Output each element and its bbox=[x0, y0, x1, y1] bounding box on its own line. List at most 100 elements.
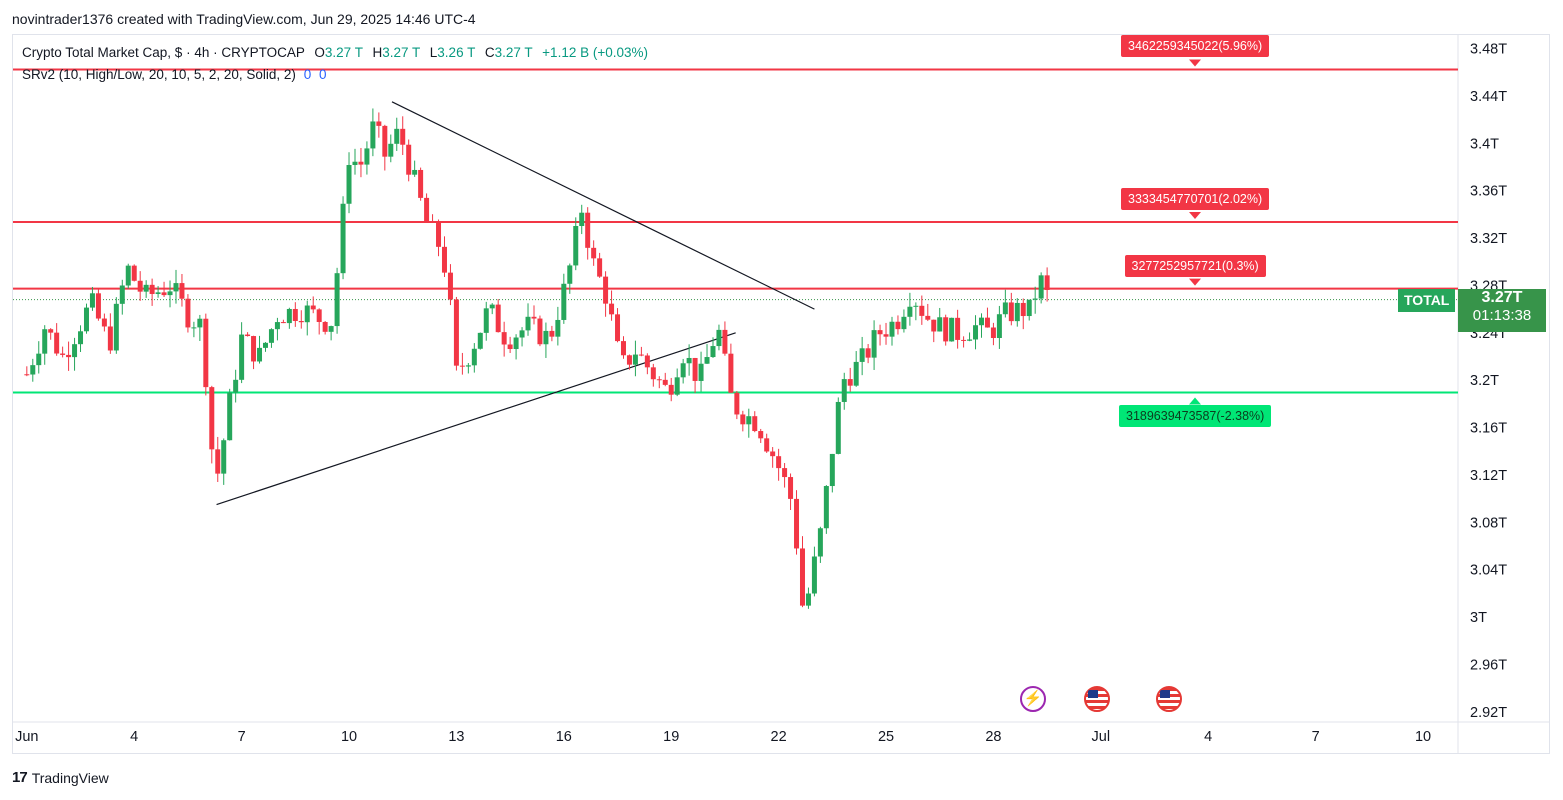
candle-body bbox=[632, 354, 638, 365]
candle-body bbox=[78, 331, 84, 345]
candle-body bbox=[251, 336, 257, 362]
candle-body bbox=[501, 332, 507, 345]
tradingview-footer[interactable]: 17 TradingView bbox=[12, 769, 109, 786]
candle-body bbox=[978, 317, 984, 326]
candle-body bbox=[143, 284, 149, 292]
candle-body bbox=[990, 327, 996, 339]
candle-body bbox=[668, 384, 674, 395]
candle-body bbox=[1038, 275, 1044, 299]
candle-body bbox=[286, 308, 292, 324]
last-price-value: 3.27T bbox=[1481, 289, 1523, 306]
candle-body bbox=[274, 322, 280, 330]
x-tick-label: 22 bbox=[771, 729, 787, 745]
chart-grid bbox=[13, 34, 1550, 754]
candle-body bbox=[352, 161, 358, 166]
candle-body bbox=[477, 332, 483, 349]
support-level-badge: 3189639473587(-2.38%) bbox=[1119, 404, 1272, 427]
candle-body bbox=[537, 318, 543, 345]
candle-body bbox=[227, 392, 233, 441]
candle-body bbox=[740, 414, 746, 425]
x-tick-label: 28 bbox=[985, 729, 1001, 745]
candle-body bbox=[1014, 302, 1020, 322]
x-tick-label: 4 bbox=[1204, 729, 1212, 745]
candle-body bbox=[758, 431, 764, 439]
candle-body bbox=[233, 379, 239, 393]
candle-body bbox=[620, 341, 626, 356]
candle-body bbox=[823, 486, 829, 529]
y-tick-label: 3.36T bbox=[1470, 184, 1507, 200]
close-label: C bbox=[484, 45, 495, 60]
candle-body bbox=[436, 222, 442, 247]
indicator-title: SRv2 (10, High/Low, 20, 10, 5, 2, 20, So… bbox=[22, 67, 296, 82]
candle-body bbox=[770, 451, 776, 457]
candle-body bbox=[782, 468, 788, 478]
symbol-legend[interactable]: Crypto Total Market Cap, $ · 4h · CRYPTO… bbox=[22, 45, 648, 60]
candle-body bbox=[149, 284, 155, 294]
candle-body bbox=[245, 334, 251, 337]
candle-body bbox=[72, 344, 78, 358]
trendline bbox=[391, 101, 815, 310]
candle-body bbox=[752, 416, 758, 432]
high-value: 3.27 T bbox=[382, 45, 421, 60]
candle-body bbox=[973, 325, 979, 340]
candle-body bbox=[125, 265, 131, 286]
candle-body bbox=[710, 346, 716, 358]
x-tick-label: Jun bbox=[15, 729, 38, 745]
candle-body bbox=[531, 316, 537, 319]
candle-body bbox=[722, 329, 728, 354]
candle-body bbox=[513, 337, 519, 350]
candle-body bbox=[519, 330, 525, 338]
x-tick-label: 4 bbox=[130, 729, 138, 745]
x-tick-label: 7 bbox=[238, 729, 246, 745]
candle-body bbox=[662, 379, 668, 385]
candle-body bbox=[901, 316, 907, 330]
candle-body bbox=[841, 379, 847, 402]
economic-event-bolt-icon[interactable]: ⚡ bbox=[1019, 686, 1046, 712]
low-value: 3.26 T bbox=[437, 45, 476, 60]
candle-body bbox=[173, 283, 179, 292]
y-tick-label: 3.32T bbox=[1470, 231, 1507, 247]
candle-body bbox=[805, 593, 811, 606]
candle-body bbox=[24, 374, 30, 376]
indicator-legend[interactable]: SRv2 (10, High/Low, 20, 10, 5, 2, 20, So… bbox=[22, 67, 326, 82]
candle-body bbox=[698, 363, 704, 381]
candle-body bbox=[239, 334, 245, 380]
candle-body bbox=[937, 317, 943, 332]
candle-body bbox=[686, 357, 692, 364]
us-flag-event-icon[interactable] bbox=[1084, 686, 1111, 712]
y-tick-label: 2.96T bbox=[1470, 657, 1507, 673]
y-tick-label: 3.2T bbox=[1470, 373, 1499, 389]
candle-body bbox=[137, 280, 143, 292]
candle-body bbox=[764, 438, 770, 452]
candle-body bbox=[131, 265, 137, 281]
candle-body bbox=[83, 307, 89, 332]
open-value: 3.27 T bbox=[324, 45, 363, 60]
candle-body bbox=[465, 365, 471, 367]
candle-body bbox=[919, 305, 925, 316]
candle-body bbox=[113, 303, 119, 351]
candle-body bbox=[412, 169, 418, 175]
us-flag-event-icon[interactable] bbox=[1155, 686, 1182, 712]
candle-body bbox=[334, 273, 340, 327]
candle-body bbox=[638, 354, 644, 356]
candle-body bbox=[489, 304, 495, 309]
y-tick-label: 3.08T bbox=[1470, 515, 1507, 531]
x-tick-label: 25 bbox=[878, 729, 894, 745]
candle-body bbox=[609, 303, 615, 315]
candle-body bbox=[943, 317, 949, 342]
tradingview-brand: TradingView bbox=[31, 769, 109, 786]
candle-body bbox=[949, 317, 955, 342]
candle-body bbox=[817, 528, 823, 557]
candle-body bbox=[650, 367, 656, 380]
candle-body bbox=[364, 148, 370, 165]
symbol-title: Crypto Total Market Cap, $ · 4h · CRYPTO… bbox=[22, 45, 305, 60]
candle-body bbox=[89, 293, 95, 308]
tradingview-logo-icon: 17 bbox=[12, 769, 28, 786]
candle-body bbox=[179, 283, 185, 299]
chart-frame bbox=[12, 34, 1550, 754]
candle-body bbox=[1032, 298, 1038, 300]
candle-body bbox=[167, 291, 173, 296]
candle-body bbox=[54, 332, 60, 354]
candle-body bbox=[955, 317, 961, 340]
